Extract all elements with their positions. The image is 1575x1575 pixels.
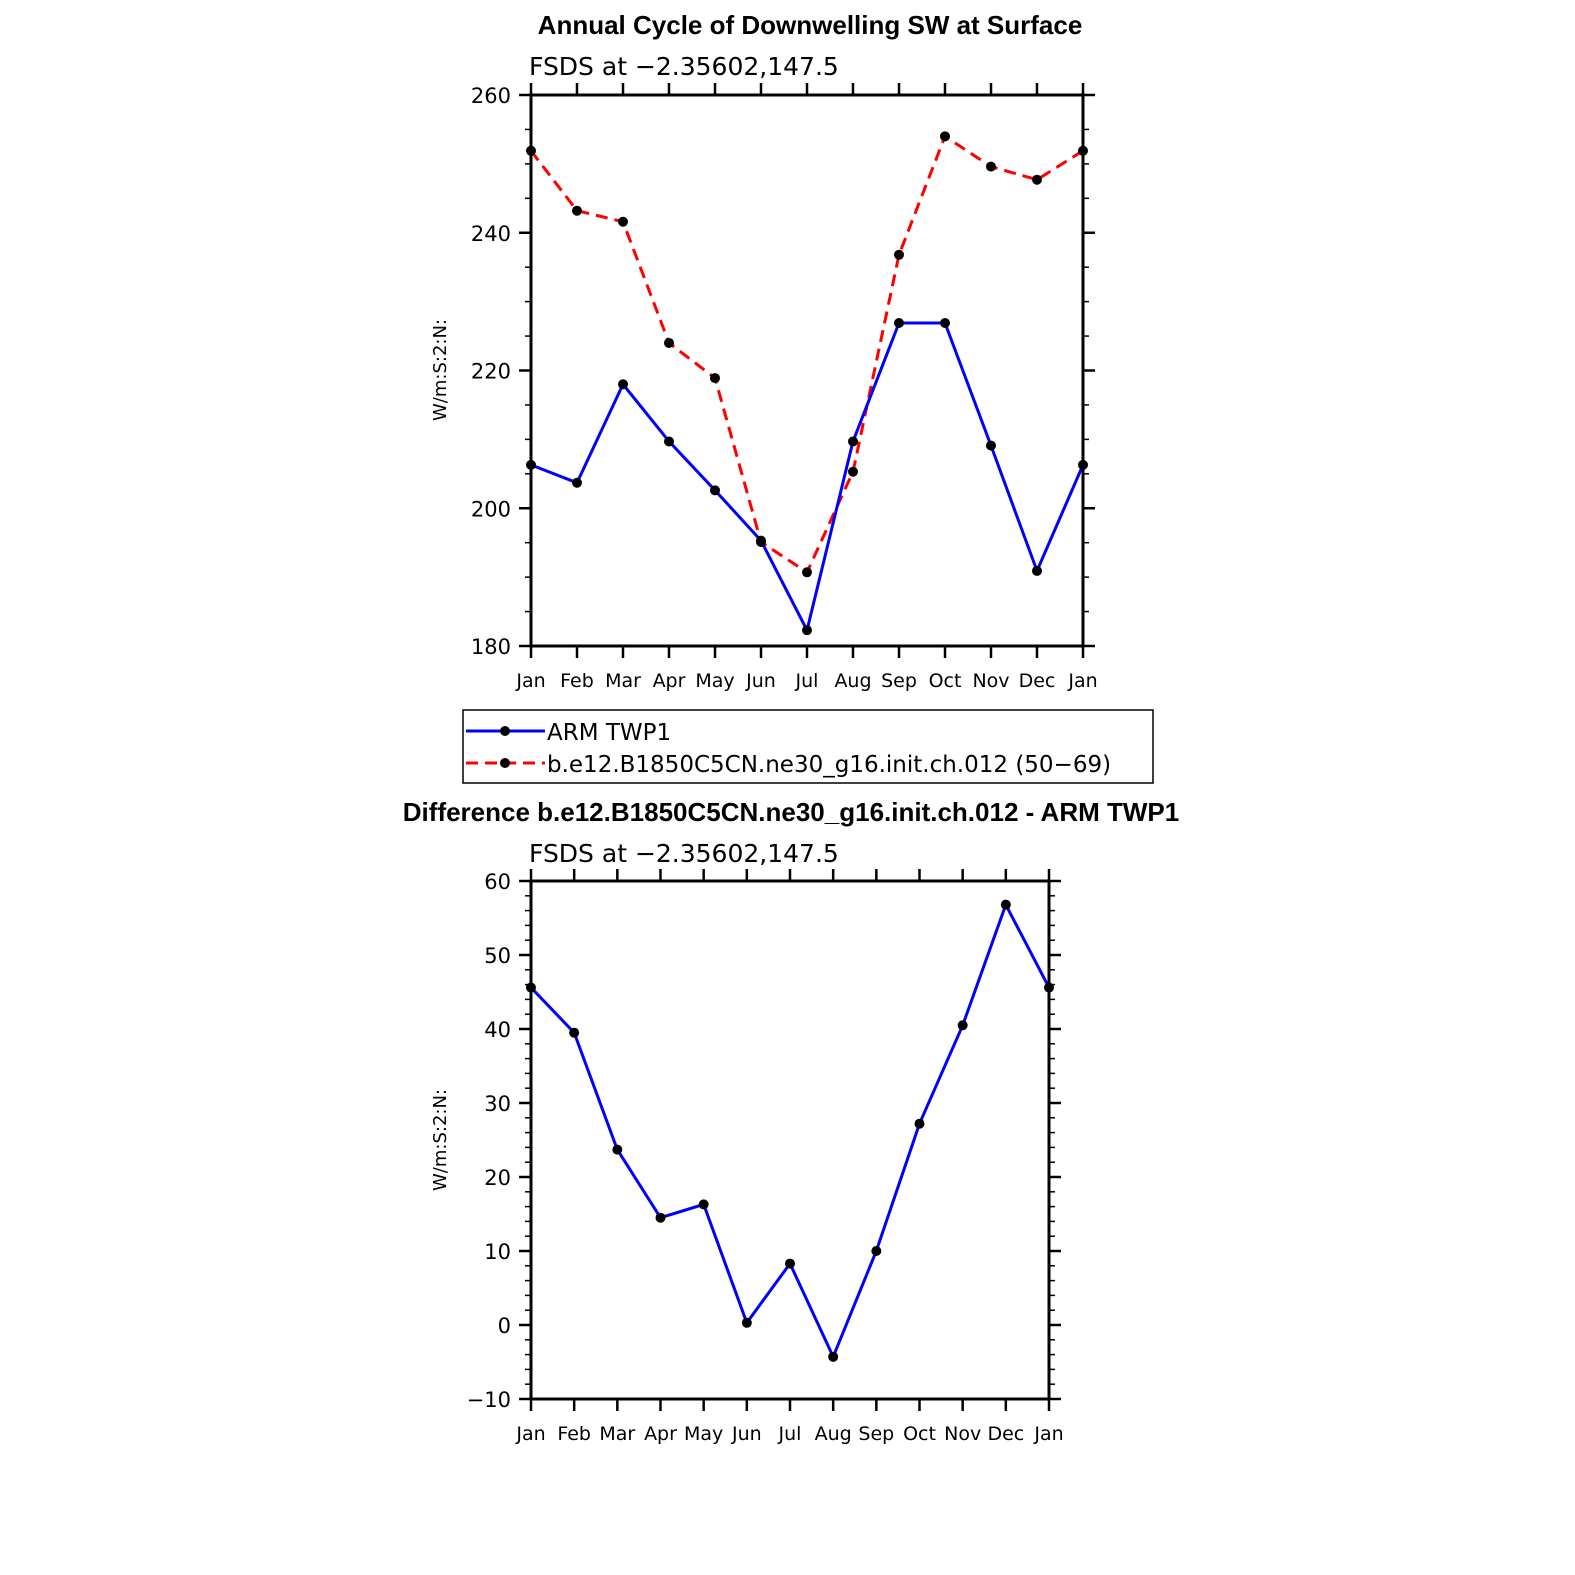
series-1-point [572,205,582,216]
x-tick-label: Nov [944,1423,981,1445]
legend-box [462,709,1154,784]
series-1-point [802,567,812,578]
plot-frame [529,879,1051,1401]
series-0-point [871,1246,882,1256]
x-tick-label: Aug [834,670,871,692]
series-0-point [664,436,674,447]
chart-subtitle: FSDS at −2.35602,147.5 [529,839,839,868]
series-1-point [1032,174,1042,185]
legend-label-model: b.e12.B1850C5CN.ne30_g16.init.ch.012 (50… [547,752,1111,778]
series-0-point [1032,565,1042,576]
y-tick-label: 180 [471,635,511,659]
series-1-point [710,373,720,384]
series-1-point [756,536,766,547]
x-tick-label: Dec [987,1423,1024,1445]
series-0-point [914,1118,925,1129]
y-axis-label: W/m:S:2:N: [430,1089,451,1191]
difference-chart: Difference b.e12.B1850C5CN.ne30_g16.init… [403,797,1179,1445]
series-0-point [894,317,904,328]
x-tick-label: Feb [560,670,594,692]
series-0-point [572,477,582,488]
series-0-point [698,1199,709,1210]
series-0-point [655,1212,666,1223]
series-1-point [894,249,904,260]
y-tick-label: 240 [471,222,511,246]
y-tick-label: 0 [498,1314,511,1338]
y-tick-label: 260 [471,84,511,108]
x-tick-label: Sep [858,1423,894,1445]
chart-title: Annual Cycle of Downwelling SW at Surfac… [538,10,1083,40]
series-0-point [785,1258,795,1269]
series-0-point [848,436,858,447]
series-0-point [618,379,628,390]
x-tick-label: Jul [795,670,819,692]
y-tick-label: −10 [467,1388,511,1412]
x-tick-label: Nov [972,670,1009,692]
plot-frame [529,93,1085,648]
x-tick-label: Jan [1033,1423,1063,1445]
x-tick-label: Aug [815,1423,852,1445]
series-1-point [848,466,858,477]
series-0-point [802,625,812,636]
series-0-point [828,1351,839,1362]
x-tick-label: Apr [653,670,686,692]
x-tick-label: Jan [515,670,545,692]
x-tick-label: May [684,1423,723,1445]
chart-subtitle: FSDS at −2.35602,147.5 [529,52,839,81]
x-tick-label: Apr [644,1423,677,1445]
series-0-point [710,485,720,496]
legend-marker-arm [500,726,510,736]
series-0-point [741,1317,752,1328]
y-tick-label: 20 [484,1166,511,1190]
y-tick-label: 200 [471,497,511,521]
x-tick-label: Oct [903,1423,936,1445]
series-0-point [569,1027,580,1038]
x-tick-label: Mar [599,1423,635,1445]
y-tick-label: 60 [484,870,511,894]
y-tick-label: 30 [484,1092,511,1116]
plot-area: −10 0 10 20 30 40 50 60 Jan Feb Mar Apr May Jun Jul Aug… [467,869,1064,1445]
series-0-point [957,1020,968,1031]
y-tick-label: 10 [484,1240,511,1264]
series-0-point [1000,899,1011,910]
series-1-point [986,161,996,172]
series-line-1 [529,134,1084,575]
legend: ARM TWP1 b.e12.B1850C5CN.ne30_g16.init.c… [462,709,1154,784]
series-1-point [618,216,628,227]
series-1-point [940,131,950,142]
x-tick-label: Jan [1067,670,1097,692]
series-line-0 [529,900,1051,1361]
x-tick-label: Sep [881,670,917,692]
legend-label-arm: ARM TWP1 [547,720,671,746]
y-tick-label: 50 [484,944,511,968]
x-tick-label: Jul [778,1423,802,1445]
x-tick-label: Dec [1019,670,1056,692]
series-line-0 [530,321,1085,635]
chart-title: Difference b.e12.B1850C5CN.ne30_g16.init… [403,797,1179,827]
series-1-point [664,337,674,348]
series-0-point [986,440,996,451]
legend-marker-model [500,758,510,768]
plot-area: 180 200 220 240 260 Jan Feb Mar Apr May Jun Jul Aug S… [471,83,1098,692]
y-tick-label: 220 [471,360,511,384]
x-tick-label: Jun [731,1423,762,1445]
x-tick-label: Oct [929,670,962,692]
x-tick-label: Feb [557,1423,591,1445]
series-0-point [940,317,950,328]
y-axis-label: W/m:S:2:N: [430,319,451,421]
y-tick-label: 40 [484,1018,511,1042]
x-tick-label: May [695,670,734,692]
annual-cycle-chart: Annual Cycle of Downwelling SW at Surfac… [430,10,1154,784]
x-tick-label: Mar [605,670,641,692]
series-0-point [612,1144,623,1155]
x-tick-label: Jun [745,670,776,692]
x-tick-label: Jan [515,1423,545,1445]
